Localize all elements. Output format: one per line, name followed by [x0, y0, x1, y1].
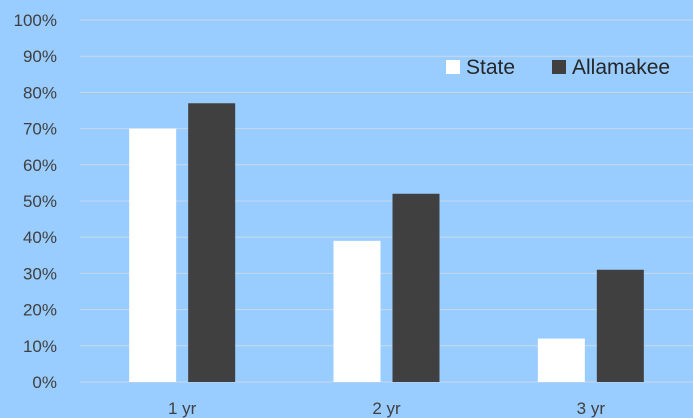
bar-allamakee-3-yr [596, 269, 644, 382]
y-tick-label: 10% [23, 337, 57, 356]
legend-swatch-allamakee [552, 60, 566, 74]
y-tick-label: 30% [23, 264, 57, 283]
y-tick-label: 90% [23, 47, 57, 66]
legend-label-allamakee: Allamakee [572, 56, 670, 79]
legend-label-state: State [466, 56, 515, 79]
y-tick-label: 100% [14, 11, 57, 30]
legend: State Allamakee [446, 56, 670, 79]
bars [129, 103, 644, 382]
bar-state-3-yr [537, 338, 585, 382]
x-category-label: 1 yr [168, 399, 197, 418]
bar-allamakee-1-yr [188, 103, 236, 382]
y-tick-label: 20% [23, 301, 57, 320]
legend-swatch-state [446, 60, 460, 74]
y-tick-label: 60% [23, 156, 57, 175]
gridlines [80, 19, 693, 383]
y-tick-label: 70% [23, 120, 57, 139]
y-tick-label: 40% [23, 228, 57, 247]
x-category-label: 3 yr [577, 399, 606, 418]
y-tick-label: 0% [32, 373, 57, 392]
bar-allamakee-2-yr [392, 193, 440, 382]
y-axis-tick-labels: 0% 10% 20% 30% 40% 50% 60% 70% 80% 90% 100% [14, 11, 57, 392]
x-axis-category-labels: 1 yr 2 yr 3 yr [168, 399, 605, 418]
x-category-label: 2 yr [372, 399, 401, 418]
bar-state-2-yr [333, 240, 381, 382]
y-tick-label: 50% [23, 192, 57, 211]
bar-state-1-yr [129, 128, 177, 382]
y-tick-label: 80% [23, 83, 57, 102]
